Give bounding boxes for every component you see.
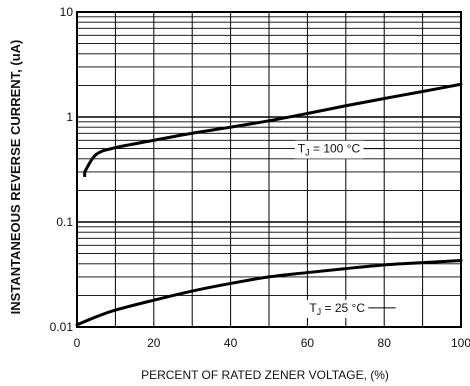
series-layer [75, 82, 463, 327]
series-line-25c [75, 258, 463, 327]
series-label-25c: TJ = 25 °C [309, 301, 365, 317]
y-tick-label: 10 [60, 5, 74, 19]
x-tick-label: 20 [147, 336, 161, 350]
x-tick-label: 60 [301, 336, 315, 350]
plot-frame [76, 11, 462, 328]
x-tick-label: 100 [451, 336, 470, 350]
series-label-bg [294, 140, 364, 159]
series-line-100c [83, 82, 463, 174]
series-label-group-25c: TJ = 25 °C [306, 299, 396, 318]
x-tick-label: 80 [378, 336, 392, 350]
grid [77, 12, 461, 327]
y-tick-label: 0.01 [50, 320, 74, 334]
x-axis-title: PERCENT OF RATED ZENER VOLTAGE, (%) [141, 368, 389, 382]
y-tick-label: 0.1 [56, 215, 73, 229]
x-tick-label: 0 [74, 336, 81, 350]
series-label-100c: TJ = 100 °C [298, 142, 361, 158]
series-label-group-100c: TJ = 100 °C [294, 140, 385, 159]
x-tick-label: 40 [224, 336, 238, 350]
series-label-bg [306, 299, 369, 318]
y-tick-label: 1 [66, 110, 73, 124]
y-axis-title: INSTANTANEOUS REVERSE CURRENT, (uA) [8, 40, 23, 315]
x-tick-labels: 0 20 40 60 80 100 [74, 336, 470, 350]
y-tick-labels: 0.01 0.1 1 10 [50, 5, 74, 334]
